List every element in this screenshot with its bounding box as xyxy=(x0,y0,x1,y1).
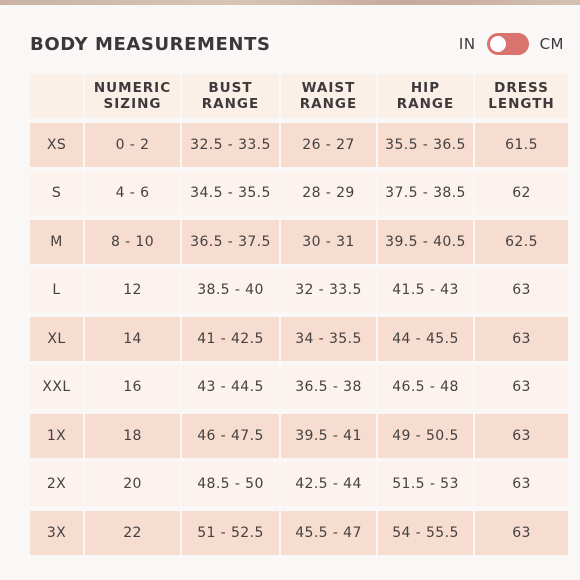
table-cell-hip-range: 54 - 55.5 xyxy=(378,510,473,555)
column-header-hip-range: HIP RANGE xyxy=(378,74,473,118)
row-size-label: 3X xyxy=(30,510,83,555)
table-cell-waist-range: 34 - 35.5 xyxy=(281,316,376,361)
table-cell-bust-range: 48.5 - 50 xyxy=(182,462,279,506)
table-cell-hip-range: 46.5 - 48 xyxy=(378,365,473,409)
row-size-label: 2X xyxy=(30,462,83,506)
row-size-label: M xyxy=(30,219,83,264)
switch-knob xyxy=(489,36,506,52)
column-header-size-label xyxy=(30,74,83,118)
row-size-label: L xyxy=(30,268,83,312)
unit-label-in[interactable]: IN xyxy=(458,35,476,53)
row-size-label: XXL xyxy=(30,365,83,409)
table-cell-hip-range: 41.5 - 43 xyxy=(378,268,473,312)
table-cell-hip-range: 44 - 45.5 xyxy=(378,316,473,361)
table-cell-dress-length: 62.5 xyxy=(475,219,568,264)
table-cell-numeric-sizing: 12 xyxy=(85,268,180,312)
table-cell-waist-range: 28 - 29 xyxy=(281,171,376,215)
table-cell-dress-length: 63 xyxy=(475,413,568,458)
table-cell-bust-range: 43 - 44.5 xyxy=(182,365,279,409)
page-title: BODY MEASUREMENTS xyxy=(30,33,271,55)
table-cell-waist-range: 36.5 - 38 xyxy=(281,365,376,409)
page-header: BODY MEASUREMENTS IN CM xyxy=(30,30,564,58)
table-cell-bust-range: 41 - 42.5 xyxy=(182,316,279,361)
table-cell-numeric-sizing: 4 - 6 xyxy=(85,171,180,215)
column-header-numeric-sizing: NUMERIC SIZING xyxy=(85,74,180,118)
table-cell-waist-range: 39.5 - 41 xyxy=(281,413,376,458)
unit-label-cm[interactable]: CM xyxy=(539,35,564,53)
table-cell-bust-range: 38.5 - 40 xyxy=(182,268,279,312)
row-size-label: XS xyxy=(30,122,83,167)
table-cell-hip-range: 35.5 - 36.5 xyxy=(378,122,473,167)
table-cell-bust-range: 51 - 52.5 xyxy=(182,510,279,555)
table-cell-dress-length: 62 xyxy=(475,171,568,215)
table-cell-bust-range: 34.5 - 35.5 xyxy=(182,171,279,215)
table-cell-dress-length: 63 xyxy=(475,510,568,555)
table-cell-numeric-sizing: 22 xyxy=(85,510,180,555)
column-header-dress-length: DRESS LENGTH xyxy=(475,74,568,118)
table-cell-numeric-sizing: 14 xyxy=(85,316,180,361)
row-size-label: S xyxy=(30,171,83,215)
table-cell-waist-range: 42.5 - 44 xyxy=(281,462,376,506)
unit-toggle[interactable]: IN CM xyxy=(459,33,564,55)
row-size-label: 1X xyxy=(30,413,83,458)
table-cell-waist-range: 26 - 27 xyxy=(281,122,376,167)
table-cell-numeric-sizing: 8 - 10 xyxy=(85,219,180,264)
table-cell-waist-range: 32 - 33.5 xyxy=(281,268,376,312)
size-chart-table: NUMERIC SIZING BUST RANGE WAIST RANGE HIP R… xyxy=(30,74,568,555)
table-cell-waist-range: 30 - 31 xyxy=(281,219,376,264)
column-header-waist-range: WAIST RANGE xyxy=(281,74,376,118)
table-cell-dress-length: 61.5 xyxy=(475,122,568,167)
table-cell-bust-range: 36.5 - 37.5 xyxy=(182,219,279,264)
table-cell-waist-range: 45.5 - 47 xyxy=(281,510,376,555)
table-cell-dress-length: 63 xyxy=(475,316,568,361)
table-cell-hip-range: 37.5 - 38.5 xyxy=(378,171,473,215)
table-cell-dress-length: 63 xyxy=(475,462,568,506)
table-cell-hip-range: 39.5 - 40.5 xyxy=(378,219,473,264)
column-header-bust-range: BUST RANGE xyxy=(182,74,279,118)
table-cell-numeric-sizing: 20 xyxy=(85,462,180,506)
table-cell-numeric-sizing: 0 - 2 xyxy=(85,122,180,167)
table-cell-numeric-sizing: 18 xyxy=(85,413,180,458)
table-cell-hip-range: 51.5 - 53 xyxy=(378,462,473,506)
table-cell-bust-range: 46 - 47.5 xyxy=(182,413,279,458)
table-cell-hip-range: 49 - 50.5 xyxy=(378,413,473,458)
table-cell-dress-length: 63 xyxy=(475,268,568,312)
table-cell-dress-length: 63 xyxy=(475,365,568,409)
table-cell-bust-range: 32.5 - 33.5 xyxy=(182,122,279,167)
unit-switch[interactable] xyxy=(486,33,529,55)
top-decorative-strip xyxy=(0,0,580,5)
row-size-label: XL xyxy=(30,316,83,361)
table-cell-numeric-sizing: 16 xyxy=(85,365,180,409)
